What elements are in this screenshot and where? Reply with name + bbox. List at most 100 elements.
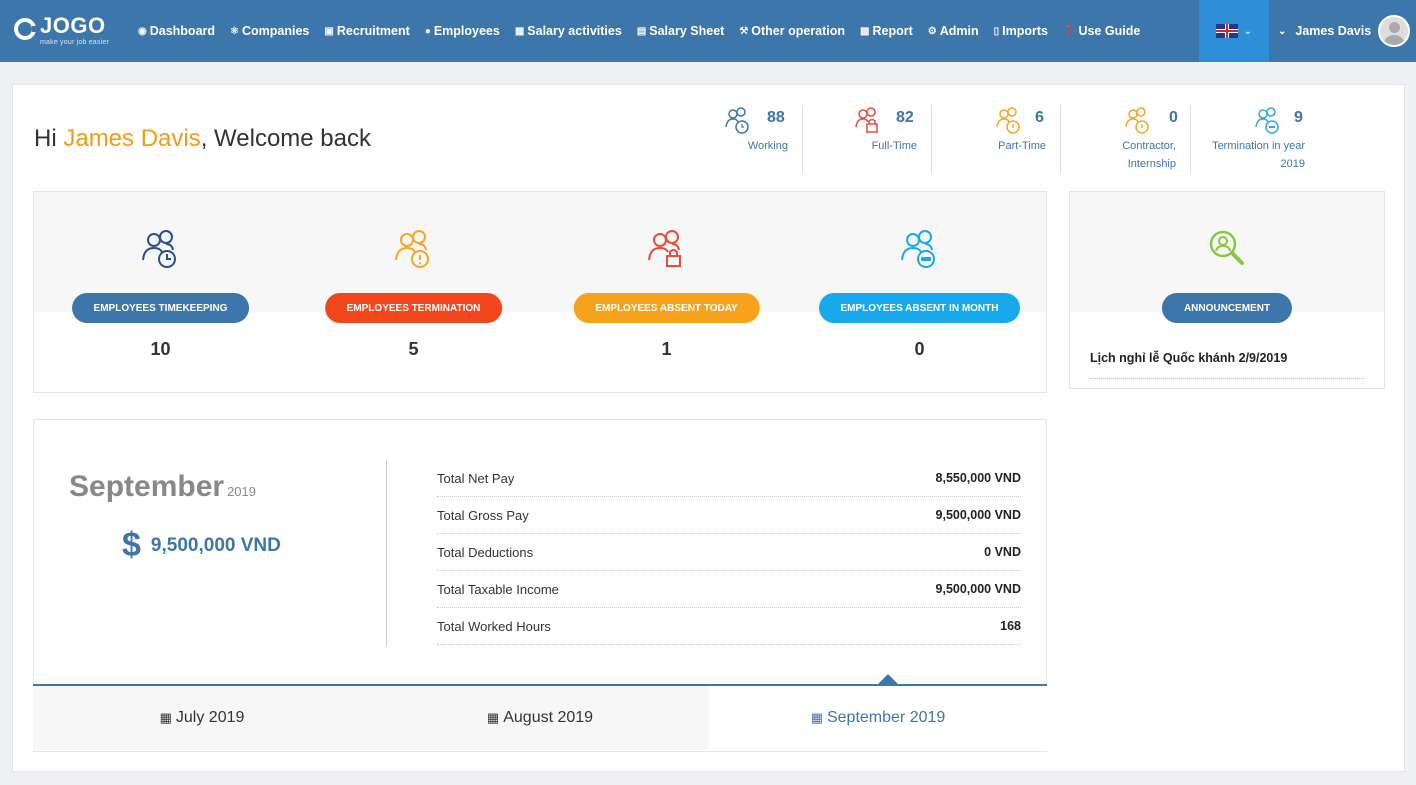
announcement-item[interactable]: Lịch nghỉ lễ Quốc khánh 2/9/2019	[1090, 351, 1288, 365]
card-absent-today: EMPLOYEES ABSENT TODAY 1	[540, 192, 793, 392]
salary-year: 2019	[227, 484, 256, 499]
calendar-icon: ▦	[810, 710, 823, 725]
termination-users-icon	[1255, 107, 1279, 134]
absent-month-count: 0	[914, 339, 925, 359]
row-label: Total Taxable Income	[437, 581, 559, 597]
calendar-icon: ▦	[514, 25, 525, 37]
contractor-users-icon	[1125, 107, 1149, 134]
card-absent-month: EMPLOYEES ABSENT IN MONTH 0	[793, 192, 1046, 392]
tab-september-2019[interactable]: ▦ September 2019	[709, 686, 1047, 750]
brand-name: JOGO	[40, 13, 106, 38]
stat-working[interactable]: 88 Working	[713, 105, 803, 173]
stat-label: Contractor, Internship	[1122, 140, 1176, 170]
nav-admin[interactable]: ⚙ Admin	[927, 24, 979, 38]
companies-icon: ⚛	[230, 25, 239, 37]
tab-august-2019[interactable]: ▦ August 2019	[371, 686, 709, 750]
nav-companies[interactable]: ⚛ Companies	[230, 24, 310, 38]
main-nav: ◉ Dashboard ⚛ Companies ▣ Recruitment ● Empl…	[138, 0, 1155, 62]
stat-part-time[interactable]: 6 Part-Time	[932, 105, 1061, 173]
dashboard-icon: ◉	[138, 25, 147, 37]
termination-icon	[394, 230, 429, 268]
timekeeping-icon	[141, 230, 176, 268]
salary-total-value: 9,500,000 VND	[150, 534, 281, 556]
working-users-icon	[725, 107, 749, 134]
termination-count: 5	[408, 339, 419, 359]
tab-july-2019[interactable]: ▦ July 2019	[33, 686, 371, 750]
stat-value: 9	[1294, 109, 1303, 126]
cogs-icon: ⚙	[927, 25, 937, 37]
timekeeping-count: 10	[150, 339, 171, 359]
employees-timekeeping-button[interactable]: EMPLOYEES TIMEKEEPING	[71, 293, 250, 323]
dashboard-panel: Hi James Davis, Welcome back 88 Working …	[12, 84, 1405, 772]
stat-contractor[interactable]: 0 Contractor, Internship	[1061, 105, 1191, 173]
nav-imports[interactable]: ▯ Imports	[993, 24, 1048, 38]
stat-label: Part-Time	[998, 140, 1046, 152]
stat-label: Termination in year 2019	[1212, 140, 1305, 170]
employees-termination-button[interactable]: EMPLOYEES TERMINATION	[324, 293, 503, 323]
file-icon: ▯	[993, 25, 1000, 37]
nav-employees[interactable]: ● Employees	[424, 24, 500, 38]
nav-other-operation[interactable]: ⚒ Other operation	[739, 24, 846, 38]
logo[interactable]: JOGO make your job easier	[14, 13, 109, 46]
question-icon: ❓	[1063, 25, 1076, 37]
chart-icon: ▩	[860, 25, 870, 37]
salary-row: Total Deductions 0 VND	[437, 534, 1021, 571]
salary-month: September 2019	[69, 470, 256, 503]
announcement-card: ANNOUNCEMENT Lịch nghỉ lễ Quốc khánh 2/9…	[1069, 191, 1385, 389]
stat-label: Full-Time	[871, 140, 917, 152]
avatar[interactable]	[1378, 15, 1411, 47]
row-value: 9,500,000 VND	[935, 582, 1021, 596]
welcome-user-name: James Davis	[63, 125, 201, 152]
nav-dashboard[interactable]: ◉ Dashboard	[138, 24, 216, 38]
stat-full-time[interactable]: 82 Full-Time	[803, 105, 932, 173]
dollar-icon: $	[122, 526, 141, 564]
row-label: Total Gross Pay	[437, 507, 529, 523]
announcement-button[interactable]: ANNOUNCEMENT	[1161, 293, 1293, 323]
salary-breakdown: Total Net Pay 8,550,000 VND Total Gross P…	[437, 460, 1021, 645]
card-termination: EMPLOYEES TERMINATION 5	[287, 192, 540, 392]
chevron-down-icon: ⌄	[1278, 25, 1287, 37]
nav-report[interactable]: ▩ Report	[860, 24, 913, 38]
calendar-icon: ▦	[159, 710, 172, 725]
stat-value: 6	[1035, 109, 1044, 126]
row-value: 0 VND	[984, 545, 1021, 559]
nav-use-guide[interactable]: ❓ Use Guide	[1063, 24, 1141, 38]
user-name: James Davis	[1295, 24, 1372, 38]
divider	[386, 460, 387, 646]
part-time-users-icon	[996, 107, 1020, 134]
salary-row: Total Gross Pay 9,500,000 VND	[437, 497, 1021, 534]
full-time-users-icon	[855, 107, 878, 133]
row-value: 9,500,000 VND	[935, 508, 1021, 522]
top-navbar: JOGO make your job easier ◉ Dashboard ⚛ Co…	[0, 0, 1416, 62]
recruitment-icon: ▣	[324, 25, 334, 37]
month-tabs: ▦ July 2019 ▦ August 2019 ▦ September 2019	[33, 684, 1047, 750]
stat-termination[interactable]: 9 Termination in year 2019	[1191, 105, 1319, 173]
quick-stats-cards: EMPLOYEES TIMEKEEPING 10 EMPLOYEES TERMI…	[33, 191, 1047, 393]
user-search-icon	[1209, 230, 1244, 265]
user-menu[interactable]: ⌄ James Davis	[1278, 0, 1411, 62]
logo-mark	[14, 18, 38, 40]
absent-today-count: 1	[661, 339, 672, 359]
stat-value: 0	[1169, 109, 1178, 126]
employees-absent-in-month-button[interactable]: EMPLOYEES ABSENT IN MONTH	[818, 293, 1021, 323]
row-label: Total Net Pay	[437, 470, 515, 486]
card-timekeeping: EMPLOYEES TIMEKEEPING 10	[34, 192, 287, 392]
chevron-down-icon: ⌄	[1243, 25, 1253, 37]
stat-value: 82	[896, 109, 914, 126]
salary-summary: September 2019 $ 9,500,000 VND Total Net …	[33, 419, 1047, 752]
row-label: Total Deductions	[437, 544, 534, 560]
nav-salary-sheet[interactable]: ▤ Salary Sheet	[636, 24, 725, 38]
salary-row: Total Worked Hours 168	[437, 608, 1021, 645]
nav-salary-activities[interactable]: ▦ Salary activities	[514, 24, 622, 38]
absent-today-icon	[647, 230, 681, 267]
brand-tagline: make your job easier	[40, 39, 109, 46]
language-switcher[interactable]: ⌄	[1199, 0, 1269, 62]
nav-recruitment[interactable]: ▣ Recruitment	[324, 24, 410, 38]
money-icon: ▤	[636, 25, 647, 37]
wrench-icon: ⚒	[739, 25, 749, 37]
active-tab-indicator	[878, 674, 898, 684]
salary-row: Total Taxable Income 9,500,000 VND	[437, 571, 1021, 608]
employees-absent-today-button[interactable]: EMPLOYEES ABSENT TODAY	[573, 293, 760, 323]
uk-flag-icon	[1215, 24, 1238, 38]
row-value: 8,550,000 VND	[935, 471, 1021, 485]
